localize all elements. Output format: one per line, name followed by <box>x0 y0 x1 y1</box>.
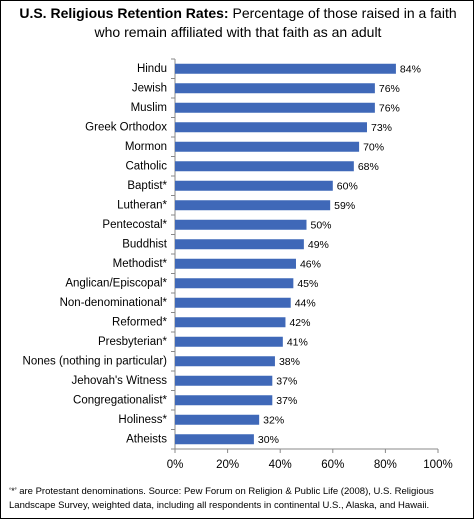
value-label: 37% <box>276 395 297 407</box>
bar <box>175 395 273 406</box>
y-tick-label: Jehovah's Witness <box>71 375 167 387</box>
value-label: 49% <box>308 239 329 251</box>
chart: 0% 20% 40% 60% 80% 100% Hindu 84% Jewish 76% Musli… <box>23 58 453 471</box>
value-label: 84% <box>400 64 421 76</box>
x-tick-label: 60% <box>321 459 344 471</box>
bar <box>175 356 275 367</box>
y-tick-label: Atheists <box>126 433 167 445</box>
bar <box>175 219 307 230</box>
value-label: 37% <box>276 376 297 388</box>
value-label: 73% <box>371 122 392 134</box>
y-tick-label: Pentecostal* <box>102 219 167 231</box>
bar <box>175 102 375 113</box>
x-tick-label: 80% <box>374 459 397 471</box>
value-label: 42% <box>289 317 310 329</box>
bar <box>175 317 286 328</box>
y-tick-label: Baptist* <box>127 180 167 192</box>
value-label: 45% <box>297 278 318 290</box>
value-label: 46% <box>300 259 321 271</box>
value-label: 76% <box>379 83 400 95</box>
y-tick-label: Lutheran* <box>117 199 167 211</box>
bar <box>175 297 291 308</box>
bar <box>175 161 354 172</box>
chart-title: U.S. Religious Retention Rates: Percenta… <box>11 4 465 42</box>
value-label: 44% <box>295 298 316 310</box>
footnote: ‘*’ are Protestant denominations. Source… <box>9 486 434 511</box>
value-label: 68% <box>358 161 379 173</box>
y-tick-label: Muslim <box>131 102 167 114</box>
y-tick-label: Non-denominational* <box>60 297 168 309</box>
value-label: 59% <box>334 200 355 212</box>
title-bold: U.S. Religious Retention Rates: <box>19 5 229 21</box>
value-label: 76% <box>379 103 400 115</box>
y-tick-label: Reformed* <box>112 316 167 328</box>
bar <box>175 375 273 386</box>
y-tick-label: Methodist* <box>113 258 168 270</box>
y-tick-label: Hindu <box>137 63 167 75</box>
value-label: 70% <box>363 142 384 154</box>
y-tick-label: Congregationalist* <box>73 394 168 406</box>
x-tick-label: 0% <box>167 459 184 471</box>
bar <box>175 258 296 269</box>
y-tick-label: Presbyterian* <box>98 336 168 348</box>
y-tick-label: Greek Orthodox <box>85 121 167 133</box>
y-tick-label: Jewish <box>132 82 167 94</box>
bar <box>175 278 294 289</box>
value-label: 30% <box>258 434 279 446</box>
value-label: 60% <box>337 181 358 193</box>
x-tick-label: 20% <box>216 459 239 471</box>
bar <box>175 63 396 74</box>
y-tick-label: Mormon <box>125 141 167 153</box>
bar <box>175 336 283 347</box>
bar <box>175 83 375 94</box>
value-label: 32% <box>263 415 284 427</box>
y-tick-label: Nones (nothing in particular) <box>23 355 168 367</box>
y-tick-label: Buddhist <box>122 238 168 250</box>
y-tick-label: Holiness* <box>118 414 167 426</box>
subtitle: Percentage of those raised in a faith wh… <box>94 5 457 40</box>
x-tick-label: 100% <box>423 459 452 471</box>
x-tick-label: 40% <box>269 459 292 471</box>
y-tick-label: Anglican/Episcopal* <box>65 277 167 289</box>
bar <box>175 239 304 250</box>
bar <box>175 141 360 152</box>
value-label: 50% <box>311 220 332 232</box>
bar <box>175 200 331 211</box>
value-label: 38% <box>279 356 300 368</box>
bar <box>175 122 367 133</box>
value-label: 41% <box>287 337 308 349</box>
y-tick-label: Catholic <box>125 160 167 172</box>
bar <box>175 180 333 191</box>
bar <box>175 434 254 445</box>
bar <box>175 414 260 425</box>
